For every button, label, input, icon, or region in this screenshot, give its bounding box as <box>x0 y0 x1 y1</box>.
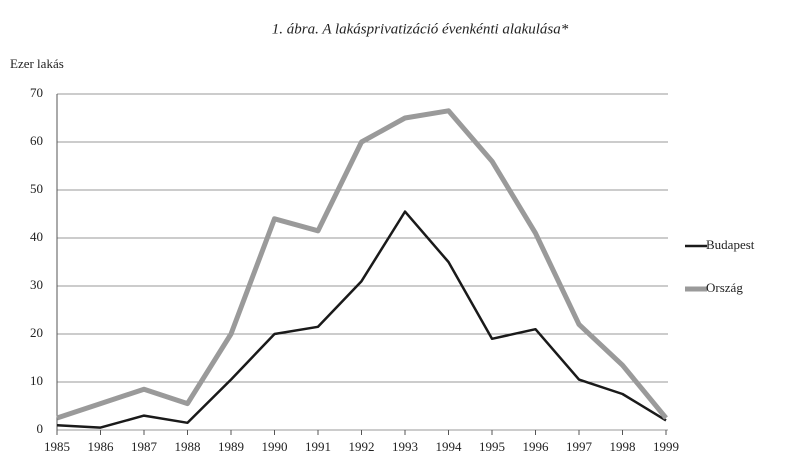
x-tick-label: 1987 <box>131 439 158 454</box>
y-tick-label: 40 <box>30 229 43 244</box>
legend-label: Ország <box>706 280 743 295</box>
x-tick-label: 1993 <box>392 439 418 454</box>
x-tick-label: 1999 <box>653 439 679 454</box>
chart-title: 1. ábra. A lakásprivatizáció évenkénti a… <box>272 21 569 37</box>
series-line <box>56 108 668 421</box>
y-tick-label: 0 <box>37 421 44 436</box>
x-tick-label: 1988 <box>175 439 201 454</box>
x-tick-label: 1995 <box>479 439 505 454</box>
legend-label: Budapest <box>706 237 755 252</box>
series-line <box>56 210 667 429</box>
y-tick-label: 70 <box>30 85 43 100</box>
y-tick-label: 10 <box>30 373 43 388</box>
x-tick-label: 1996 <box>523 439 550 454</box>
y-tick-label: 30 <box>30 277 43 292</box>
y-tick-label: 60 <box>30 133 43 148</box>
y-tick-label: 50 <box>30 181 43 196</box>
x-tick-label: 1989 <box>218 439 244 454</box>
x-tick-label: 1994 <box>436 439 463 454</box>
y-axis-label: Ezer lakás <box>10 56 64 71</box>
x-tick-label: 1990 <box>262 439 288 454</box>
x-tick-label: 1986 <box>88 439 115 454</box>
x-tick-label: 1992 <box>349 439 375 454</box>
y-tick-label: 20 <box>30 325 43 340</box>
x-tick-label: 1991 <box>305 439 331 454</box>
x-tick-label: 1998 <box>610 439 636 454</box>
x-tick-label: 1985 <box>44 439 70 454</box>
x-tick-label: 1997 <box>566 439 593 454</box>
